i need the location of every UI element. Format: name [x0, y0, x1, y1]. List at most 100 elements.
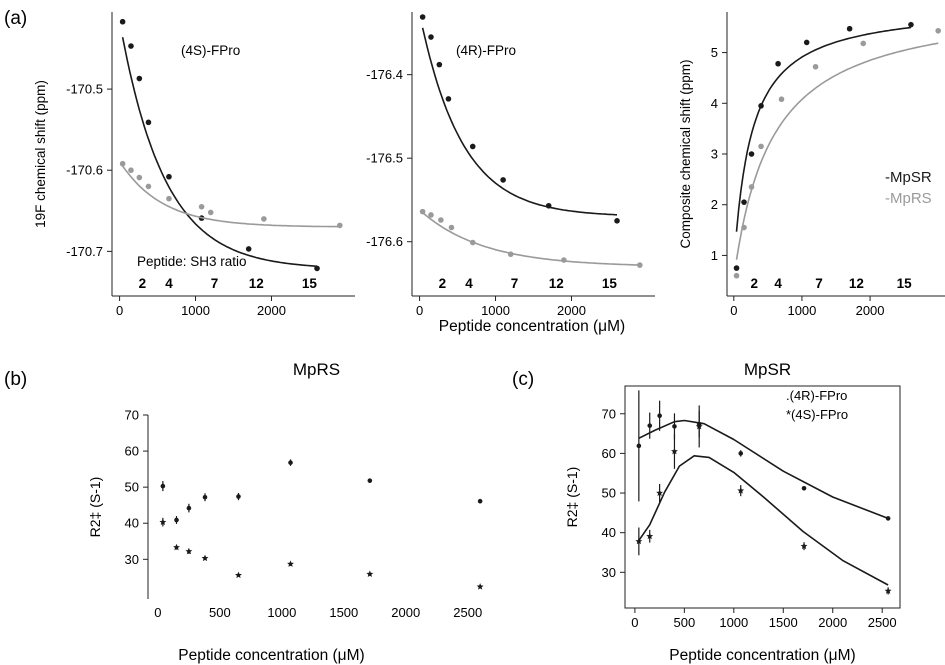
c-data-point: [737, 487, 745, 494]
b-data-point: [288, 460, 293, 465]
charts-layer: 0 1000 2000-170.5-170.6-170.72 4 7 12 15(4S)-F…: [33, 12, 945, 664]
a3-data-point: [758, 143, 764, 150]
c-data-point: [738, 451, 744, 456]
c-y-axis-label: R2‡ (S-1): [564, 467, 580, 528]
b-data-point: [159, 518, 167, 526]
b-x-tick-label: 500: [209, 605, 231, 620]
a3-data-point: [748, 151, 755, 157]
c-data-point: [656, 489, 664, 496]
a2-x-tick-label: 0: [416, 303, 423, 318]
a3-ratio-label: 2: [750, 276, 758, 291]
a3-data-point: [908, 21, 914, 28]
a3-ratio-label: 7: [815, 276, 823, 291]
c-title: MpSR: [744, 360, 791, 379]
a3-data-point: [733, 265, 740, 271]
panel-label-c: (c): [512, 369, 534, 390]
a2-ratio-label: 12: [549, 276, 564, 291]
a1-data-point: [119, 160, 126, 167]
a1-fit-curve-0: [121, 37, 318, 267]
b-y-tick-label: 30: [125, 552, 139, 567]
a1-data-point: [245, 246, 252, 252]
a1-fit-curve-1: [121, 165, 340, 228]
a3-y-tick-label: 2: [711, 197, 718, 212]
a1-ratio-label: 2: [139, 276, 147, 291]
a2-data-point: [419, 208, 426, 215]
a3-data-point: [775, 60, 781, 67]
c-data-point: [647, 423, 653, 428]
a2-data-point: [637, 262, 643, 268]
a1-x-tick-label: 0: [116, 303, 123, 318]
a2-data-point: [438, 217, 444, 223]
a3-y-tick-label: 1: [711, 248, 718, 263]
a3-x-tick-label: 0: [730, 303, 737, 318]
a1-data-point: [128, 167, 134, 174]
c-x-tick-label: 1000: [719, 615, 748, 630]
a3-legend-entry: -MpSR: [885, 169, 932, 186]
a2-data-point: [445, 96, 452, 102]
c-plot-frame: [624, 385, 901, 609]
c-data-point: [884, 587, 892, 594]
a1-data-point: [198, 203, 205, 210]
a3-y-tick-label: 4: [711, 96, 718, 111]
a2-data-point: [507, 251, 514, 258]
a1-data-point: [145, 183, 152, 190]
c-data-point: [636, 443, 642, 449]
a1-y-tick-label: -170.6: [66, 163, 103, 178]
b-data-point: [287, 560, 294, 567]
a1-ratio-label: 7: [211, 276, 219, 291]
a2-x-tick-label: 1000: [481, 303, 510, 318]
a3-x-tick-label: 1000: [787, 303, 816, 318]
b-y-axis-label: R2‡ (S-1): [87, 477, 103, 538]
a1-x-tick-label: 1000: [181, 303, 210, 318]
a2-ratio-label: 4: [465, 276, 473, 291]
a1-data-point: [337, 222, 343, 229]
a2-fit-curve-1: [422, 211, 640, 266]
b-data-point: [236, 494, 241, 499]
a1-data-point: [128, 43, 134, 49]
a1-data-point: [314, 265, 320, 272]
c-y-tick-label: 60: [602, 446, 616, 461]
a3-y-tick-label: 3: [711, 147, 718, 162]
a3-ratio-label: 15: [897, 276, 913, 291]
a2-ratio-label: 2: [439, 276, 447, 291]
a3-x-tick-label: 2000: [856, 303, 885, 318]
a1-data-point: [136, 75, 143, 82]
c-data-point: [646, 532, 654, 540]
c-y-tick-label: 70: [602, 406, 616, 421]
a3-data-point: [741, 199, 747, 205]
b-y-tick-label: 50: [125, 480, 139, 495]
a2-data-point: [469, 143, 476, 150]
b-y-tick-label: 70: [125, 408, 139, 423]
c-y-tick-label: 30: [602, 565, 616, 580]
a1-ratio-label: 12: [249, 276, 264, 291]
c-x-tick-label: 2500: [868, 615, 897, 630]
a3-legend-entry: -MpRS: [885, 190, 932, 207]
a1-data-point: [261, 216, 267, 222]
a3-ratio-label: 4: [774, 276, 782, 291]
a3-data-point: [935, 27, 941, 34]
b-data-point: [201, 554, 209, 562]
c-fit-curve-1: [638, 455, 889, 586]
b-data-point: [174, 517, 179, 523]
c-data-point: [657, 413, 662, 419]
b-x-axis-label: Peptide concentration (μM): [178, 647, 364, 664]
a2-data-point: [436, 61, 443, 68]
b-data-point: [477, 498, 483, 504]
a2-data-point: [419, 14, 426, 20]
c-data-point: [671, 447, 678, 455]
c-y-tick-label: 40: [602, 525, 616, 540]
a2-data-point: [448, 224, 455, 231]
b-x-tick-label: 0: [154, 605, 161, 620]
a2-ratio-label: 7: [511, 276, 519, 291]
a1-data-point: [207, 209, 214, 216]
a1-ratio-label: 15: [302, 276, 318, 291]
a1-y-tick-label: -170.7: [66, 244, 103, 259]
b-data-point: [185, 547, 193, 555]
a2-title: (4R)-FPro: [456, 43, 516, 58]
a1-y-axis-label: 19F chemical shift (ppm): [33, 80, 48, 228]
a1-title: (4S)-FPro: [181, 43, 240, 58]
a1-data-point: [119, 18, 126, 25]
a3-data-point: [803, 39, 810, 46]
a3-data-point: [748, 184, 755, 190]
